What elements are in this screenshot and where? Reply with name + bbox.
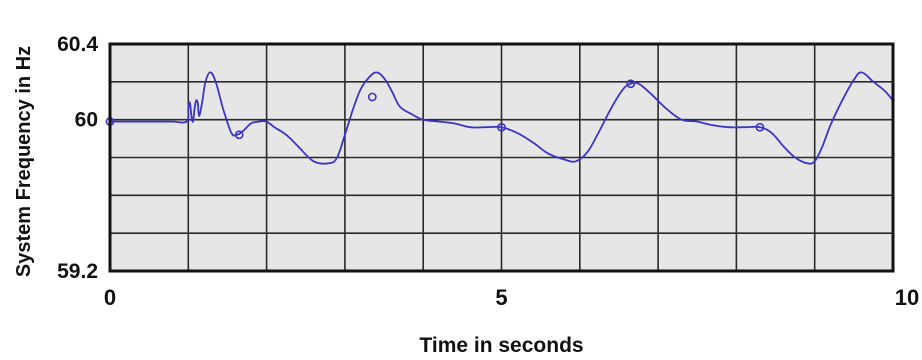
y-tick-label: 59.2	[57, 260, 98, 283]
x-tick-label: 0	[104, 285, 116, 310]
data-point-marker	[367, 92, 377, 102]
y-tick-labels: 60.4 60 59.2	[57, 33, 98, 283]
plot-border	[108, 42, 895, 273]
y-axis-title: System Frequency in Hz	[13, 46, 35, 277]
x-axis-title: Time in seconds	[419, 334, 583, 357]
data-point-marker	[626, 79, 636, 89]
x-tick-label: 10	[895, 285, 919, 310]
grid-lines	[110, 44, 893, 271]
data-point-marker	[497, 122, 506, 132]
data-point-marker	[234, 130, 244, 140]
x-tick-labels: 0 5 10	[104, 285, 919, 310]
data-point-marker	[755, 122, 765, 132]
y-tick-label: 60.4	[57, 33, 98, 56]
marker-layer	[105, 79, 765, 140]
x-tick-label: 5	[495, 285, 507, 310]
y-tick-label: 60	[75, 109, 98, 132]
